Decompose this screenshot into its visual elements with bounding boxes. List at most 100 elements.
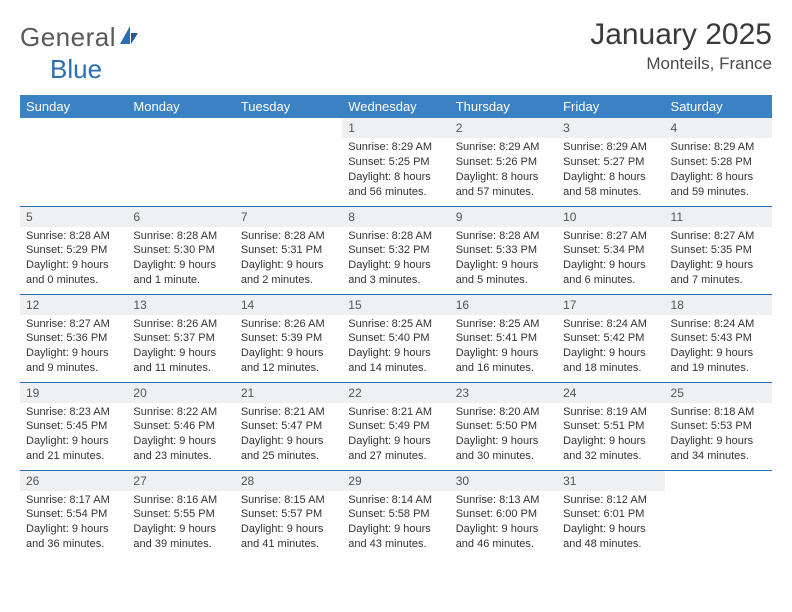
day-detail: Sunrise: 8:27 AMSunset: 5:35 PMDaylight:… xyxy=(665,227,772,292)
daylight-line: Daylight: 9 hours and 2 minutes. xyxy=(241,258,336,288)
sunrise-line: Sunrise: 8:24 AM xyxy=(671,317,766,332)
daylight-line: Daylight: 9 hours and 23 minutes. xyxy=(133,434,228,464)
daylight-line: Daylight: 8 hours and 56 minutes. xyxy=(348,170,443,200)
day-cell: 30Sunrise: 8:13 AMSunset: 6:00 PMDayligh… xyxy=(450,470,557,558)
daylight-line: Daylight: 8 hours and 58 minutes. xyxy=(563,170,658,200)
title-block: January 2025 Monteils, France xyxy=(590,18,772,74)
sunrise-line: Sunrise: 8:28 AM xyxy=(133,229,228,244)
daylight-line: Daylight: 9 hours and 16 minutes. xyxy=(456,346,551,376)
day-cell: 13Sunrise: 8:26 AMSunset: 5:37 PMDayligh… xyxy=(127,294,234,382)
day-cell xyxy=(665,470,772,558)
brand-word2: Blue xyxy=(50,54,102,84)
day-cell xyxy=(235,118,342,206)
sunset-line: Sunset: 5:29 PM xyxy=(26,243,121,258)
day-detail: Sunrise: 8:29 AMSunset: 5:28 PMDaylight:… xyxy=(665,138,772,203)
sunset-line: Sunset: 5:37 PM xyxy=(133,331,228,346)
calendar-table: Sunday Monday Tuesday Wednesday Thursday… xyxy=(20,95,772,558)
week-row: 26Sunrise: 8:17 AMSunset: 5:54 PMDayligh… xyxy=(20,470,772,558)
daylight-line: Daylight: 9 hours and 32 minutes. xyxy=(563,434,658,464)
day-cell: 22Sunrise: 8:21 AMSunset: 5:49 PMDayligh… xyxy=(342,382,449,470)
daylight-line: Daylight: 9 hours and 19 minutes. xyxy=(671,346,766,376)
sunrise-line: Sunrise: 8:28 AM xyxy=(241,229,336,244)
sunrise-line: Sunrise: 8:28 AM xyxy=(26,229,121,244)
day-number: 25 xyxy=(665,383,772,403)
day-number: 31 xyxy=(557,471,664,491)
day-cell xyxy=(127,118,234,206)
daylight-line: Daylight: 9 hours and 30 minutes. xyxy=(456,434,551,464)
daylight-line: Daylight: 9 hours and 39 minutes. xyxy=(133,522,228,552)
week-row: 1Sunrise: 8:29 AMSunset: 5:25 PMDaylight… xyxy=(20,118,772,206)
sunset-line: Sunset: 5:27 PM xyxy=(563,155,658,170)
daylight-line: Daylight: 9 hours and 1 minute. xyxy=(133,258,228,288)
day-detail: Sunrise: 8:28 AMSunset: 5:33 PMDaylight:… xyxy=(450,227,557,292)
daylight-line: Daylight: 8 hours and 59 minutes. xyxy=(671,170,766,200)
day-detail: Sunrise: 8:28 AMSunset: 5:32 PMDaylight:… xyxy=(342,227,449,292)
day-detail: Sunrise: 8:19 AMSunset: 5:51 PMDaylight:… xyxy=(557,403,664,468)
sunset-line: Sunset: 5:31 PM xyxy=(241,243,336,258)
day-detail: Sunrise: 8:28 AMSunset: 5:30 PMDaylight:… xyxy=(127,227,234,292)
day-number: 17 xyxy=(557,295,664,315)
day-cell: 2Sunrise: 8:29 AMSunset: 5:26 PMDaylight… xyxy=(450,118,557,206)
sunset-line: Sunset: 5:49 PM xyxy=(348,419,443,434)
sunrise-line: Sunrise: 8:16 AM xyxy=(133,493,228,508)
week-row: 19 Sunrise: 8:23 AMSunset: 5:45 PM Dayligh… xyxy=(20,382,772,470)
sunset-line: Sunset: 5:32 PM xyxy=(348,243,443,258)
sunrise-line: Sunrise: 8:21 AM xyxy=(241,405,336,420)
sunrise-line: Sunrise: 8:29 AM xyxy=(671,140,766,155)
day-number: 13 xyxy=(127,295,234,315)
day-cell: 28Sunrise: 8:15 AMSunset: 5:57 PMDayligh… xyxy=(235,470,342,558)
day-number: 27 xyxy=(127,471,234,491)
day-number: 7 xyxy=(235,207,342,227)
sunrise-line: Sunrise: 8:17 AM xyxy=(26,493,121,508)
day-detail: Sunrise: 8:15 AMSunset: 5:57 PMDaylight:… xyxy=(235,491,342,556)
day-number: 26 xyxy=(20,471,127,491)
day-detail: Sunrise: 8:28 AMSunset: 5:29 PMDaylight:… xyxy=(20,227,127,292)
daylight-line: Daylight: 9 hours and 5 minutes. xyxy=(456,258,551,288)
sunrise-line: Sunrise: 8:18 AM xyxy=(671,405,766,420)
day-number: 22 xyxy=(342,383,449,403)
sunset-line: Sunset: 5:46 PM xyxy=(133,419,228,434)
sunset-line: Sunset: 5:36 PM xyxy=(26,331,121,346)
day-detail: Sunrise: 8:17 AMSunset: 5:54 PMDaylight:… xyxy=(20,491,127,556)
dow-cell: Friday xyxy=(557,95,664,118)
sunset-line: Sunset: 5:55 PM xyxy=(133,507,228,522)
day-number: 1 xyxy=(342,118,449,138)
day-number: 2 xyxy=(450,118,557,138)
day-number: 29 xyxy=(342,471,449,491)
day-cell: 5Sunrise: 8:28 AMSunset: 5:29 PMDaylight… xyxy=(20,206,127,294)
day-cell: 19Sunrise: 8:23 AMSunset: 5:45 PMDayligh… xyxy=(20,382,127,470)
day-detail: Sunrise: 8:21 AMSunset: 5:47 PMDaylight:… xyxy=(235,403,342,468)
week-row: 12Sunrise: 8:27 AMSunset: 5:36 PMDayligh… xyxy=(20,294,772,382)
daylight-line: Daylight: 9 hours and 11 minutes. xyxy=(133,346,228,376)
day-cell: 15Sunrise: 8:25 AMSunset: 5:40 PMDayligh… xyxy=(342,294,449,382)
day-cell: 16Sunrise: 8:25 AMSunset: 5:41 PMDayligh… xyxy=(450,294,557,382)
day-number: 19 xyxy=(20,383,127,403)
daylight-line: Daylight: 9 hours and 34 minutes. xyxy=(671,434,766,464)
daylight-line: Daylight: 9 hours and 14 minutes. xyxy=(348,346,443,376)
daylight-line: Daylight: 9 hours and 6 minutes. xyxy=(563,258,658,288)
sunrise-line: Sunrise: 8:23 AM xyxy=(26,405,121,420)
day-detail: Sunrise: 8:25 AMSunset: 5:40 PMDaylight:… xyxy=(342,315,449,380)
sunrise-line: Sunrise: 8:28 AM xyxy=(456,229,551,244)
sunset-line: Sunset: 5:28 PM xyxy=(671,155,766,170)
daylight-line: Daylight: 9 hours and 46 minutes. xyxy=(456,522,551,552)
sunset-line: Sunset: 5:35 PM xyxy=(671,243,766,258)
sunrise-line: Sunrise: 8:12 AM xyxy=(563,493,658,508)
sunset-line: Sunset: 5:43 PM xyxy=(671,331,766,346)
day-cell: 1Sunrise: 8:29 AMSunset: 5:25 PMDaylight… xyxy=(342,118,449,206)
sunset-line: Sunset: 6:00 PM xyxy=(456,507,551,522)
brand-logo: General xyxy=(20,22,142,53)
day-number: 11 xyxy=(665,207,772,227)
day-detail: Sunrise: 8:29 AMSunset: 5:27 PMDaylight:… xyxy=(557,138,664,203)
daylight-line: Daylight: 9 hours and 48 minutes. xyxy=(563,522,658,552)
daylight-line: Daylight: 9 hours and 9 minutes. xyxy=(26,346,121,376)
day-cell: 3Sunrise: 8:29 AMSunset: 5:27 PMDaylight… xyxy=(557,118,664,206)
day-number: 9 xyxy=(450,207,557,227)
day-detail: Sunrise: 8:21 AMSunset: 5:49 PMDaylight:… xyxy=(342,403,449,468)
sunrise-line: Sunrise: 8:24 AM xyxy=(563,317,658,332)
day-detail: Sunrise: 8:13 AMSunset: 6:00 PMDaylight:… xyxy=(450,491,557,556)
daylight-line: Daylight: 8 hours and 57 minutes. xyxy=(456,170,551,200)
day-cell: 4Sunrise: 8:29 AMSunset: 5:28 PMDaylight… xyxy=(665,118,772,206)
sunset-line: Sunset: 5:45 PM xyxy=(26,419,121,434)
day-cell: 18Sunrise: 8:24 AMSunset: 5:43 PMDayligh… xyxy=(665,294,772,382)
